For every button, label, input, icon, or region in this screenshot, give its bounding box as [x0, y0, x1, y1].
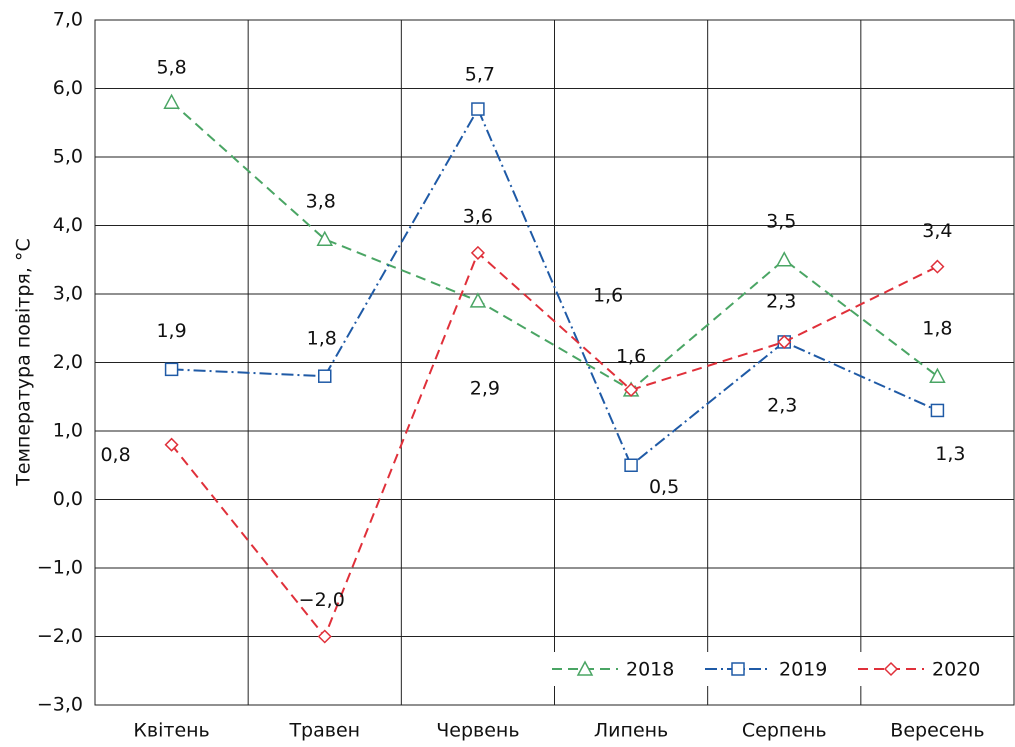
marker — [777, 334, 792, 350]
marker — [930, 403, 945, 418]
data-label: 1,8 — [922, 318, 952, 340]
legend-label: 2020 — [932, 659, 980, 681]
plot-frame — [94, 19, 1015, 706]
marker — [316, 230, 334, 246]
y-tick-label: 0,0 — [53, 488, 83, 510]
x-tick-label: Травен — [288, 720, 360, 742]
data-label: 1,8 — [307, 328, 337, 350]
data-label: 3,6 — [463, 205, 493, 227]
y-tick-label: −3,0 — [37, 694, 83, 716]
legend-box — [540, 652, 1012, 686]
y-tick-label: −2,0 — [37, 625, 83, 647]
data-label: 0,8 — [100, 444, 130, 466]
legend-label: 2018 — [626, 659, 674, 681]
data-label: 5,8 — [156, 57, 186, 79]
series-line — [170, 251, 938, 639]
y-tick-label: 4,0 — [53, 214, 83, 236]
y-tick-label: 2,0 — [53, 351, 83, 373]
y-tick-label: 7,0 — [53, 9, 83, 31]
y-axis-label: Температура повітря, °С — [13, 238, 35, 486]
marker — [624, 382, 639, 397]
marker — [317, 629, 332, 644]
legend-marker — [731, 662, 745, 676]
y-tick-label: −1,0 — [37, 557, 83, 579]
data-label: 3,8 — [306, 191, 336, 213]
x-tick-label: Квітень — [133, 720, 209, 742]
marker — [930, 259, 945, 274]
legend-marker — [576, 660, 594, 676]
marker — [929, 367, 946, 383]
x-tick-label: Червень — [436, 720, 519, 742]
data-label: 2,9 — [470, 377, 500, 399]
data-label: −2,0 — [299, 589, 345, 611]
y-tick-label: 3,0 — [53, 283, 83, 305]
marker — [163, 93, 180, 109]
marker — [469, 292, 487, 308]
data-label: 5,7 — [465, 64, 495, 86]
marker — [164, 362, 179, 377]
data-label: 2,3 — [767, 394, 797, 416]
data-label: 1,6 — [593, 284, 623, 306]
data-label: 2,3 — [766, 290, 796, 312]
marker — [624, 458, 638, 472]
y-tick-label: 6,0 — [53, 77, 83, 99]
y-tick-label: 5,0 — [53, 146, 83, 168]
data-label: 1,3 — [935, 443, 965, 465]
legend-label: 2019 — [779, 659, 827, 681]
data-label: 1,9 — [156, 320, 186, 342]
x-tick-label: Вересень — [890, 720, 984, 742]
data-label: 3,5 — [766, 210, 796, 232]
legend-marker — [883, 661, 899, 677]
series-line — [171, 106, 938, 467]
marker — [164, 437, 179, 452]
legend: 2018 2019 2020 — [540, 652, 1012, 686]
y-tick-label: 1,0 — [53, 420, 83, 442]
x-tick-label: Липень — [594, 720, 668, 742]
x-tick-label: Серпень — [742, 720, 827, 742]
data-label: 1,6 — [616, 345, 646, 367]
marker — [318, 369, 332, 383]
marker — [470, 245, 485, 260]
marker — [471, 102, 485, 116]
data-label: 3,4 — [922, 220, 952, 242]
data-label: 0,5 — [649, 476, 679, 498]
marker — [775, 251, 793, 267]
